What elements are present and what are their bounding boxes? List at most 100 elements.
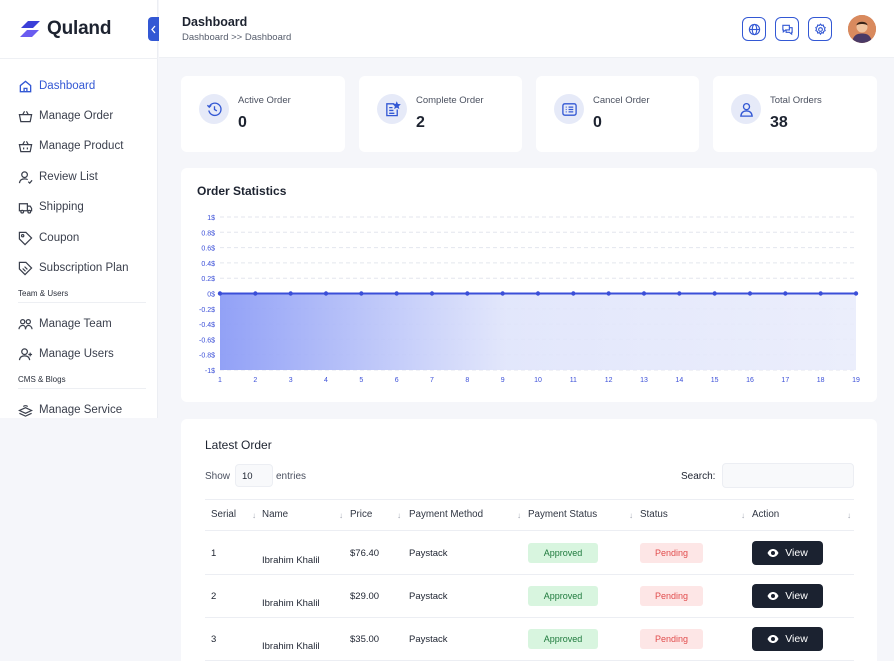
- area-fill: [220, 293, 856, 370]
- data-point[interactable]: [323, 291, 329, 296]
- sort-icon[interactable]: ↓: [741, 511, 745, 520]
- sort-icon[interactable]: ↓: [252, 511, 256, 520]
- cell-price: $35.00: [350, 634, 380, 645]
- column-header-payment-method[interactable]: Payment Method: [409, 509, 484, 520]
- stat-value: 0: [238, 114, 247, 131]
- user-review-icon: [18, 170, 33, 184]
- sidebar-item-shipping[interactable]: Shipping: [18, 197, 153, 217]
- stat-icon-wrap: [377, 94, 407, 124]
- subscription-icon: [18, 261, 33, 275]
- payment-status-badge: Approved: [528, 629, 598, 649]
- x-tick-label: 17: [781, 377, 789, 384]
- view-order-button[interactable]: View: [752, 584, 823, 608]
- sidebar-item-manage-service[interactable]: Manage Service: [18, 400, 153, 420]
- data-point[interactable]: [394, 291, 399, 296]
- data-point[interactable]: [465, 291, 470, 296]
- entries-label: entries: [276, 471, 307, 482]
- sort-icon[interactable]: ↓: [517, 511, 521, 520]
- sidebar-item-label: Subscription Plan: [39, 262, 129, 274]
- cell-price: $29.00: [350, 591, 380, 602]
- payment-status-badge: Approved: [528, 586, 598, 606]
- data-point[interactable]: [535, 291, 541, 296]
- chart-title: Order Statistics: [197, 184, 287, 198]
- stat-icon-wrap: [731, 94, 761, 124]
- sort-icon[interactable]: ↓: [397, 511, 401, 520]
- sidebar-item-manage-product[interactable]: Manage Product: [18, 136, 153, 156]
- chevron-left-icon: [151, 25, 156, 33]
- cell-name: Ibrahim Khalil: [262, 555, 320, 566]
- stat-icon-wrap: [554, 94, 584, 124]
- messages-button[interactable]: [775, 17, 799, 41]
- data-point[interactable]: [783, 291, 788, 296]
- data-point[interactable]: [288, 291, 293, 296]
- data-point[interactable]: [571, 291, 576, 296]
- y-tick-label: -0.4$: [199, 322, 215, 329]
- stat-value: 2: [416, 114, 425, 131]
- order-statistics-chart: 1$ 0.8$ 0.6$ 0.4$ 0.2$ 0$ -0.2$ -0.4$ -0.6$ -0.8$…: [199, 215, 860, 384]
- eye-icon: [767, 635, 779, 643]
- data-point[interactable]: [606, 291, 611, 296]
- data-point[interactable]: [253, 291, 258, 296]
- column-header-payment-status[interactable]: Payment Status: [528, 509, 598, 520]
- status-badge: Pending: [640, 543, 703, 563]
- data-point[interactable]: [853, 291, 859, 296]
- column-header-serial[interactable]: Serial: [211, 509, 237, 520]
- sidebar-item-label: Dashboard: [39, 80, 96, 92]
- column-header-price[interactable]: Price: [350, 509, 373, 520]
- language-button[interactable]: [742, 17, 766, 41]
- x-tick-label: 16: [746, 377, 754, 384]
- y-tick-label: -0.8$: [199, 353, 215, 360]
- column-header-action[interactable]: Action: [752, 509, 780, 520]
- column-header-name[interactable]: Name: [262, 509, 289, 520]
- logo[interactable]: Quland: [18, 17, 111, 41]
- data-point[interactable]: [359, 291, 364, 296]
- sidebar-item-review-list[interactable]: Review List: [18, 167, 153, 187]
- sidebar-item-manage-order[interactable]: Manage Order: [18, 106, 153, 126]
- data-point[interactable]: [429, 291, 435, 296]
- table-row-border: [205, 617, 854, 618]
- avatar[interactable]: [848, 15, 876, 43]
- x-tick-label: 2: [253, 377, 257, 384]
- data-point[interactable]: [712, 291, 717, 296]
- sidebar-item-manage-team[interactable]: Manage Team: [18, 314, 153, 334]
- topbar: Dashboard Dashboard >> Dashboard: [159, 0, 894, 58]
- view-button-label: View: [785, 590, 808, 602]
- stat-icon-wrap: [199, 94, 229, 124]
- checklist-icon: [385, 100, 401, 116]
- data-point[interactable]: [641, 291, 647, 296]
- sidebar-item-manage-users[interactable]: Manage Users: [18, 344, 153, 364]
- section-title-team: Team & Users: [18, 289, 69, 298]
- sidebar-collapse-button[interactable]: [148, 17, 159, 41]
- x-tick-label: 12: [605, 377, 613, 384]
- sort-icon[interactable]: ↓: [339, 511, 343, 520]
- sidebar-item-coupon[interactable]: Coupon: [18, 228, 153, 248]
- sidebar-item-subscription-plan[interactable]: Subscription Plan: [18, 258, 153, 278]
- sort-icon[interactable]: ↓: [629, 511, 633, 520]
- data-point[interactable]: [818, 291, 823, 296]
- cell-serial: 3: [211, 634, 217, 645]
- view-order-button[interactable]: View: [752, 541, 823, 565]
- sidebar-item-dashboard[interactable]: Dashboard: [18, 76, 153, 96]
- stat-label: Cancel Order: [593, 95, 650, 106]
- x-tick-label: 14: [675, 377, 683, 384]
- sort-icon[interactable]: ↓: [847, 511, 851, 520]
- data-point[interactable]: [677, 291, 682, 296]
- search-input[interactable]: [722, 463, 854, 488]
- eye-icon: [767, 592, 779, 600]
- column-header-status[interactable]: Status: [640, 509, 668, 520]
- data-point[interactable]: [747, 291, 753, 296]
- cell-serial: 1: [211, 548, 217, 559]
- cell-payment-method: Paystack: [409, 548, 448, 559]
- coupon-icon: [18, 231, 33, 245]
- x-tick-label: 3: [289, 377, 293, 384]
- settings-button[interactable]: [808, 17, 832, 41]
- entries-select[interactable]: 10: [235, 464, 273, 487]
- gear-icon: [814, 22, 826, 35]
- view-button-label: View: [785, 633, 808, 645]
- x-tick-label: 9: [501, 377, 505, 384]
- view-order-button[interactable]: View: [752, 627, 823, 651]
- data-point[interactable]: [217, 291, 223, 296]
- users-icon: [18, 347, 33, 360]
- cell-payment-method: Paystack: [409, 591, 448, 602]
- data-point[interactable]: [500, 291, 505, 296]
